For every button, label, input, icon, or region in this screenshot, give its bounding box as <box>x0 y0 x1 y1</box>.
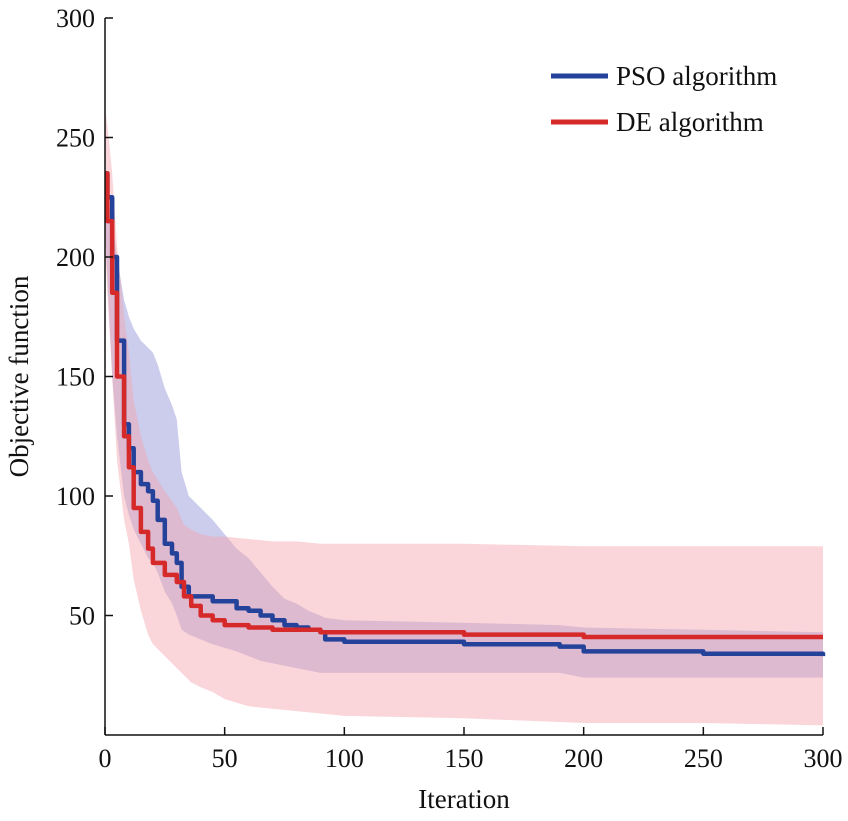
legend: PSO algorithm DE algorithm <box>551 61 777 137</box>
confidence-bands <box>105 106 823 726</box>
x-tick-label: 0 <box>99 744 112 773</box>
y-axis-ticks: 50 100 150 200 250 300 <box>56 4 113 631</box>
legend-label-de: DE algorithm <box>616 107 764 137</box>
x-tick-label: 300 <box>804 744 843 773</box>
y-tick-label: 50 <box>69 602 95 631</box>
x-axis-title: Iteration <box>418 784 510 814</box>
y-axis-title: Objective function <box>4 275 34 477</box>
x-tick-label: 200 <box>564 744 603 773</box>
y-tick-label: 250 <box>56 124 95 153</box>
x-tick-label: 50 <box>212 744 238 773</box>
band-de <box>105 106 823 726</box>
y-tick-label: 300 <box>56 4 95 33</box>
x-tick-label: 100 <box>325 744 364 773</box>
x-tick-label: 150 <box>445 744 484 773</box>
legend-label-pso: PSO algorithm <box>616 61 777 91</box>
x-axis-ticks: 0 50 100 150 200 250 300 <box>99 727 843 773</box>
x-tick-label: 250 <box>684 744 723 773</box>
y-tick-label: 200 <box>56 243 95 272</box>
series-lines <box>105 171 826 657</box>
series-line-de <box>105 171 823 640</box>
y-tick-label: 100 <box>56 482 95 511</box>
y-tick-label: 150 <box>56 363 95 392</box>
